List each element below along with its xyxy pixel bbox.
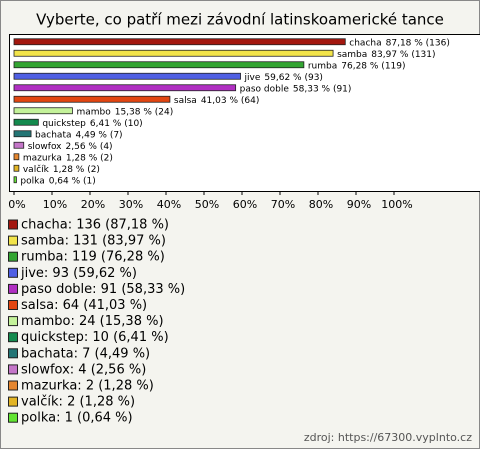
legend-swatch — [8, 380, 18, 391]
bar-label-category: paso doble — [240, 84, 290, 94]
bar-label-value: 76,28 % (119) — [341, 61, 405, 71]
x-tick-label: 70% — [271, 198, 295, 211]
legend-swatch — [8, 267, 18, 278]
bar-label-value: 1,28 % (2) — [66, 153, 113, 163]
bar — [13, 107, 73, 115]
legend-label: bachata: 7 (4,49 %) — [21, 346, 150, 361]
legend-swatch — [8, 235, 18, 246]
bar — [13, 61, 305, 69]
bar-label-category: rumba — [308, 61, 337, 71]
legend-label: samba: 131 (83,97 %) — [21, 234, 166, 249]
bar-label-value: 58,33 % (91) — [293, 84, 352, 94]
bar-label-category: slowfox — [28, 141, 62, 151]
legend-swatch — [8, 316, 18, 327]
legend-label: paso doble: 91 (58,33 %) — [21, 282, 185, 297]
bar-label-value: 4,49 % (7) — [76, 130, 123, 140]
bar-label-category: bachata — [35, 130, 71, 140]
legend-label: valčík: 2 (1,28 %) — [21, 395, 135, 410]
bar-label: chacha 87,18 % (136) — [349, 38, 450, 48]
bar-label: quickstep 6,41 % (10) — [42, 118, 142, 128]
legend-swatch — [8, 364, 18, 375]
bar-label: slowfox 2,56 % (4) — [28, 141, 113, 151]
bar — [13, 141, 25, 149]
x-tick-label: 20% — [81, 198, 105, 211]
x-tick-label: 30% — [119, 198, 143, 211]
bar-label: salsa 41,03 % (64) — [174, 95, 259, 105]
legend-swatch — [8, 396, 18, 407]
bar — [13, 153, 20, 161]
legend-swatch — [8, 300, 18, 310]
source: zdroj: https://67300.vyplnto.cz — [304, 431, 472, 444]
bar-label-category: polka — [20, 176, 44, 186]
x-tick-label: 50% — [195, 198, 219, 211]
x-tick-label: 80% — [309, 198, 333, 211]
legend-label: chacha: 136 (87,18 %) — [21, 218, 169, 233]
bar-label-category: mazurka — [23, 153, 62, 163]
bar-label-value: 0,64 % (1) — [49, 176, 96, 186]
bar-label-value: 6,41 % (10) — [90, 118, 143, 128]
legend-swatch — [8, 412, 18, 423]
bar-label-category: valčík — [23, 163, 50, 174]
legend-swatch — [8, 283, 18, 294]
bar — [13, 118, 39, 126]
bar — [13, 84, 237, 92]
bar — [13, 95, 171, 103]
bar-label: paso doble 58,33 % (91) — [240, 84, 352, 94]
bar-label-category: samba — [337, 49, 367, 59]
bar-label: mazurka 1,28 % (2) — [23, 153, 113, 163]
bar — [13, 49, 334, 57]
bar-label: mambo 15,38 % (24) — [76, 107, 173, 117]
legend-label: polka: 1 (0,64 %) — [21, 411, 133, 426]
legend-label: jive: 93 (59,62 %) — [20, 266, 137, 281]
bar-label: valčík 1,28 % (2) — [23, 163, 100, 174]
bar-label-category: salsa — [174, 95, 197, 105]
x-tick-label: 90% — [347, 198, 371, 211]
legend-swatch — [8, 219, 18, 230]
bar — [13, 176, 17, 184]
bar-label: jive 59,62 % (93) — [244, 72, 323, 82]
bar-label-value: 15,38 % (24) — [115, 107, 174, 117]
legend-swatch — [8, 332, 18, 343]
bar — [13, 72, 241, 80]
x-tick-label: 10% — [43, 198, 67, 211]
legend-label: mazurka: 2 (1,28 %) — [21, 379, 154, 394]
bar-label-value: 59,62 % (93) — [264, 72, 323, 82]
bar-label-value: 1,28 % (2) — [53, 164, 100, 174]
legend-label: salsa: 64 (41,03 %) — [21, 298, 147, 313]
bar-label-value: 41,03 % (64) — [201, 95, 260, 105]
bar — [13, 38, 346, 46]
bar-label-category: chacha — [349, 38, 381, 48]
legend-label: quickstep: 10 (6,41 %) — [21, 330, 169, 345]
bar-label: rumba 76,28 % (119) — [308, 61, 406, 71]
bar-label-category: quickstep — [42, 118, 86, 128]
legend-label: slowfox: 4 (2,56 %) — [21, 362, 146, 377]
x-tick-label: 60% — [233, 198, 257, 211]
legend-label: rumba: 119 (76,28 %) — [21, 250, 165, 265]
bar-label: samba 83,97 % (131) — [337, 49, 435, 59]
bar-label-value: 2,56 % (4) — [66, 141, 113, 151]
legend-label: mambo: 24 (15,38 %) — [21, 314, 164, 329]
x-tick-label: 0% — [8, 198, 25, 211]
legend-swatch — [8, 251, 18, 262]
bar — [13, 164, 20, 172]
x-tick-label: 100% — [381, 198, 412, 211]
bar-label-value: 87,18 % (136) — [386, 38, 450, 48]
x-tick-label: 40% — [157, 198, 181, 211]
bar-label-category: jive — [244, 72, 261, 82]
bar-label-value: 83,97 % (131) — [371, 49, 435, 59]
bar-label: polka 0,64 % (1) — [20, 176, 95, 186]
bar-label-category: mambo — [76, 107, 111, 117]
bar-label: bachata 4,49 % (7) — [35, 130, 123, 140]
plot-frame — [9, 34, 480, 192]
chart-title: Vyberte, co patří mezi závodní latinskoa… — [36, 11, 444, 29]
legend-swatch — [8, 348, 18, 359]
bar — [13, 130, 32, 138]
